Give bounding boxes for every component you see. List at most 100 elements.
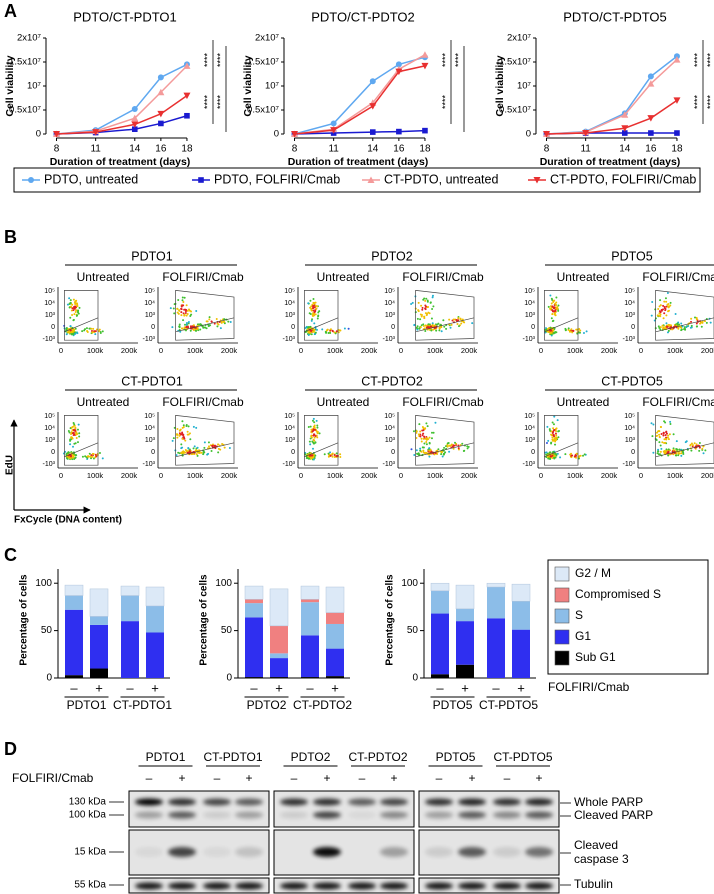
event-dot — [73, 458, 76, 461]
event-dot — [179, 429, 182, 432]
plot-label: FOLFIRI/Cmab — [162, 270, 244, 284]
gate — [304, 290, 339, 341]
event-dot — [419, 318, 422, 321]
x-tick-label: – — [436, 680, 444, 695]
marker — [330, 120, 337, 127]
event-dot — [74, 427, 77, 430]
event-dot — [219, 448, 222, 451]
event-dot — [443, 452, 446, 455]
gate — [304, 442, 339, 458]
y-tick-label: -10³ — [143, 461, 156, 468]
event-dot — [658, 433, 661, 436]
event-dot — [69, 325, 72, 328]
y-tick-label: 0 — [274, 129, 279, 140]
plot-label: FOLFIRI/Cmab — [642, 395, 714, 409]
x-tick-label: 100k — [427, 346, 444, 355]
y-axis-title: Cell viability — [494, 55, 506, 116]
marker — [396, 128, 402, 135]
event-dot — [316, 305, 319, 308]
event-dot — [551, 320, 554, 323]
event-dot — [210, 449, 213, 452]
blot-band — [525, 847, 553, 857]
event-dot — [449, 444, 452, 447]
group-title: CT-PDTO5 — [601, 374, 663, 388]
lane-header: CT-PDTO5 — [493, 750, 552, 764]
x-tick-label: 200k — [221, 471, 238, 480]
size-marker: 15 kDa — [74, 847, 106, 858]
event-dot — [202, 326, 205, 329]
event-dot — [72, 432, 75, 435]
event-dot — [312, 417, 315, 420]
y-tick-label: 10⁵ — [384, 288, 395, 295]
bar-segment — [325, 586, 345, 613]
event-dot — [459, 317, 462, 320]
event-dot — [187, 447, 190, 450]
event-dot — [662, 432, 665, 435]
event-dot — [311, 330, 314, 333]
plot-label: Untreated — [557, 270, 610, 284]
event-dot — [431, 307, 434, 310]
event-dot — [667, 454, 670, 457]
event-dot — [555, 453, 558, 456]
event-dot — [190, 453, 193, 456]
event-dot — [216, 325, 219, 328]
event-dot — [223, 318, 226, 321]
event-dot — [656, 314, 659, 317]
group-label: CT-PDTO2 — [293, 698, 352, 712]
event-dot — [76, 428, 79, 431]
event-dot — [176, 311, 179, 314]
x-tick-label: 200k — [701, 346, 714, 355]
event-dot — [423, 315, 426, 318]
event-dot — [78, 306, 81, 309]
event-dot — [425, 443, 428, 446]
event-dot — [438, 329, 441, 332]
event-dot — [183, 296, 186, 299]
lane-header: PDTO2 — [291, 750, 331, 764]
event-dot — [659, 304, 662, 307]
event-dot — [429, 301, 432, 304]
event-dot — [74, 300, 77, 303]
x-tick-label: 16 — [645, 144, 657, 155]
event-dot — [307, 333, 310, 336]
blot-band — [425, 811, 453, 819]
event-dot — [671, 328, 674, 331]
event-dot — [549, 429, 552, 432]
event-dot — [450, 443, 453, 446]
blot-band — [493, 811, 521, 819]
event-dot — [178, 433, 181, 436]
y-tick-label: 10⁴ — [624, 425, 635, 432]
event-dot — [192, 447, 195, 450]
gate — [304, 415, 339, 466]
event-dot — [72, 298, 75, 301]
event-dot — [310, 319, 313, 322]
bar-segment — [90, 616, 108, 625]
event-dot — [669, 301, 672, 304]
y-tick-label: -10³ — [383, 336, 396, 343]
event-dot — [180, 311, 183, 314]
event-dot — [419, 326, 422, 329]
y-tick-label: 10³ — [45, 312, 56, 319]
x-tick-label: 14 — [619, 144, 631, 155]
event-dot — [101, 457, 104, 460]
y-tick-label: 0 — [151, 449, 155, 456]
event-dot — [422, 298, 425, 301]
event-dot — [675, 454, 678, 457]
event-dot — [311, 313, 314, 316]
event-dot — [694, 316, 697, 319]
event-dot — [556, 419, 559, 422]
event-dot — [186, 451, 189, 454]
bar-segment — [89, 588, 109, 617]
x-axis-title: Duration of treatment (days) — [288, 156, 429, 168]
event-dot — [675, 448, 678, 451]
event-dot — [181, 296, 184, 299]
event-dot — [208, 316, 211, 319]
event-dot — [325, 329, 328, 332]
event-dot — [445, 327, 448, 330]
event-dot — [309, 437, 312, 440]
marker — [421, 51, 429, 58]
event-dot — [442, 319, 445, 322]
event-dot — [553, 437, 556, 440]
event-dot — [98, 328, 101, 331]
y-tick-label: 10⁴ — [144, 300, 155, 307]
gate — [544, 317, 579, 333]
